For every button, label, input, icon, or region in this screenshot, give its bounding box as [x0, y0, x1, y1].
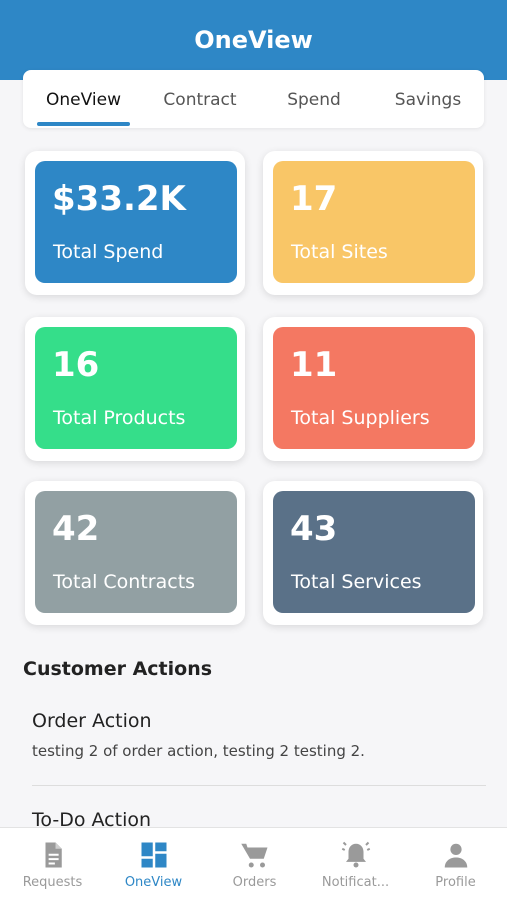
stat-tile[interactable]: 43 Total Services — [273, 491, 475, 613]
stat-card-total-spend: $33.2K Total Spend — [25, 151, 245, 295]
action-item-todo[interactable]: To-Do Action — [32, 809, 472, 831]
action-title: To-Do Action — [32, 809, 152, 831]
stat-value: 16 — [52, 345, 100, 385]
tab-bar: OneView Contract Spend Savings — [23, 70, 484, 128]
tab-contract[interactable]: Contract — [163, 90, 237, 110]
stat-tile[interactable]: 11 Total Suppliers — [273, 327, 475, 449]
cart-icon — [241, 843, 268, 868]
divider — [32, 785, 486, 786]
stat-card-total-products: 16 Total Products — [25, 317, 245, 461]
stat-value: 42 — [52, 509, 100, 549]
stat-value: 11 — [290, 345, 338, 385]
tab-savings[interactable]: Savings — [394, 90, 462, 110]
bottom-nav: Requests OneView Orders Notificat... — [0, 827, 507, 901]
stat-value: $33.2K — [52, 179, 186, 219]
action-title: Order Action — [32, 710, 152, 732]
stat-label: Total Sites — [291, 241, 388, 263]
stat-card-total-sites: 17 Total Sites — [263, 151, 483, 295]
stat-label: Total Products — [53, 407, 186, 429]
stat-tile[interactable]: 17 Total Sites — [273, 161, 475, 283]
app-title: OneView — [194, 26, 313, 54]
stat-tile[interactable]: 42 Total Contracts — [35, 491, 237, 613]
stat-value: 43 — [290, 509, 338, 549]
nav-label: Requests — [22, 875, 83, 890]
customer-actions-title: Customer Actions — [23, 658, 213, 680]
app-header: OneView — [0, 0, 507, 80]
nav-item-oneview[interactable]: OneView — [103, 828, 204, 901]
nav-item-orders[interactable]: Orders — [204, 828, 305, 901]
stat-tile[interactable]: 16 Total Products — [35, 327, 237, 449]
nav-label: Profile — [435, 875, 476, 890]
dashboard-icon — [141, 842, 167, 868]
stat-card-total-services: 43 Total Services — [263, 481, 483, 625]
stat-tile[interactable]: $33.2K Total Spend — [35, 161, 237, 283]
nav-label: OneView — [124, 875, 183, 890]
action-description: testing 2 of order action, testing 2 tes… — [32, 742, 365, 760]
stat-card-total-contracts: 42 Total Contracts — [25, 481, 245, 625]
stat-label: Total Contracts — [53, 571, 196, 593]
nav-item-profile[interactable]: Profile — [405, 828, 506, 901]
document-icon — [45, 842, 62, 868]
stat-value: 17 — [290, 179, 338, 219]
nav-label: Orders — [232, 875, 277, 890]
nav-label: Notificat... — [321, 875, 390, 890]
tab-oneview[interactable]: OneView — [46, 90, 121, 110]
tab-spend[interactable]: Spend — [287, 90, 341, 110]
nav-item-notifications[interactable]: Notificat... — [305, 828, 406, 901]
stat-card-total-suppliers: 11 Total Suppliers — [263, 317, 483, 461]
stat-label: Total Spend — [53, 241, 164, 263]
action-item-order[interactable]: Order Action testing 2 of order action, … — [32, 710, 472, 760]
stat-label: Total Suppliers — [291, 407, 430, 429]
stat-label: Total Services — [291, 571, 422, 593]
nav-item-requests[interactable]: Requests — [2, 828, 103, 901]
person-icon — [444, 843, 468, 868]
bell-icon — [341, 841, 371, 868]
active-tab-indicator — [37, 122, 130, 126]
